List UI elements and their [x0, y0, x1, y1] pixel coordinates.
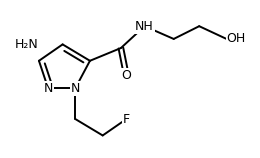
Text: H₂N: H₂N — [15, 38, 39, 51]
Text: O: O — [121, 69, 131, 82]
Text: OH: OH — [226, 32, 246, 46]
Text: F: F — [123, 112, 130, 126]
Text: N: N — [71, 82, 80, 95]
Text: N: N — [43, 82, 53, 95]
Text: NH: NH — [135, 20, 154, 33]
